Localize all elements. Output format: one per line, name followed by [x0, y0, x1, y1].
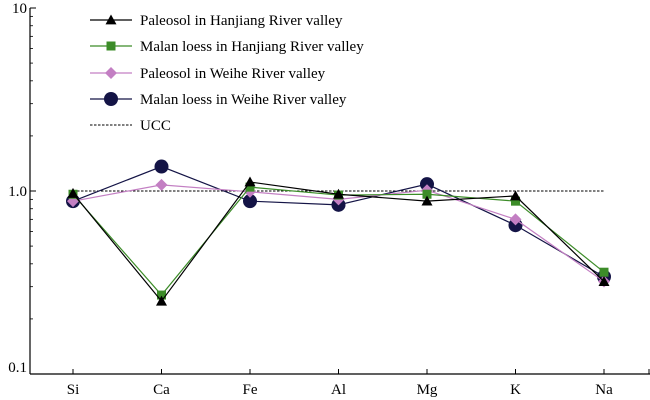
- square-marker: [106, 41, 116, 51]
- square-marker: [599, 267, 609, 277]
- triangle-marker: [510, 190, 521, 201]
- diamond-marker: [105, 67, 117, 79]
- legend-label: Paleosol in Weihe River valley: [140, 66, 326, 82]
- triangle-marker: [598, 276, 610, 286]
- square-marker: [245, 182, 255, 192]
- square-marker: [511, 196, 520, 206]
- circle-marker: [154, 159, 169, 174]
- x-tick-label: Na: [595, 382, 613, 398]
- legend-label: Malan loess in Weihe River valley: [140, 92, 347, 108]
- triangle-marker: [421, 195, 433, 206]
- triangle-marker: [244, 176, 256, 187]
- plot-area: [66, 159, 611, 306]
- x-tick-label: Si: [67, 382, 80, 398]
- circle-marker: [420, 177, 434, 192]
- series-circle: [66, 159, 611, 284]
- x-tick-label: Fe: [243, 382, 258, 398]
- legend-label: Paleosol in Hanjiang River valley: [140, 13, 343, 29]
- y-tick-label: 0.1: [8, 360, 27, 376]
- triangle-marker: [156, 295, 167, 306]
- x-tick-label: K: [510, 382, 521, 398]
- circle-marker: [243, 194, 257, 209]
- legend-label: Malan loess in Hanjiang River valley: [140, 39, 364, 55]
- triangle-marker: [333, 188, 344, 199]
- circle-marker: [104, 92, 118, 106]
- triangle-marker: [67, 187, 79, 198]
- series-triangle: [67, 176, 610, 306]
- legend-label: UCC: [140, 118, 171, 134]
- x-tick-label: Al: [331, 382, 346, 398]
- legend: Paleosol in Hanjiang River valley Malan l…: [90, 13, 364, 134]
- y-tick-label: 1.0: [8, 184, 27, 200]
- diamond-marker: [155, 178, 168, 191]
- x-tick-label: Mg: [417, 382, 438, 398]
- triangle-marker: [105, 14, 117, 25]
- series-line: [72, 165, 605, 278]
- square-marker: [422, 189, 432, 199]
- square-marker: [157, 290, 166, 300]
- y-tick-label: 10: [12, 1, 27, 17]
- diamond-marker: [509, 213, 522, 226]
- axes: 0.1 1.0 10 Si Ca Fe Al Mg K Na: [8, 1, 650, 398]
- x-tick-label: Ca: [153, 382, 170, 398]
